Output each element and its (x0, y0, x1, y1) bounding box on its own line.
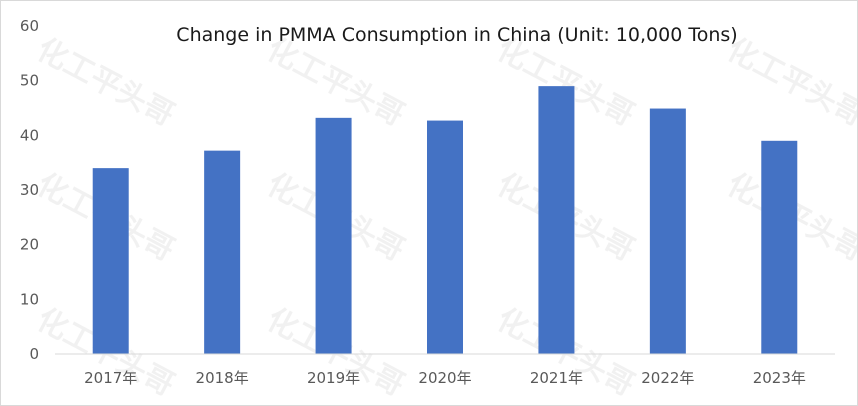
x-tick-label: 2022年 (641, 369, 694, 387)
x-tick-label: 2018年 (196, 369, 249, 387)
y-tick-label: 10 (20, 290, 39, 308)
bar (761, 140, 798, 354)
y-axis: 0 10 20 30 40 50 60 (20, 17, 39, 363)
bar (427, 120, 463, 354)
y-tick-label: 20 (20, 236, 39, 254)
chart-title: Change in PMMA Consumption in China (Uni… (176, 24, 737, 46)
x-tick-label: 2023年 (753, 369, 806, 387)
x-tick-label: 2017年 (84, 369, 137, 387)
y-tick-label: 50 (20, 72, 39, 90)
bar (315, 117, 352, 354)
x-tick-label: 2021年 (530, 369, 583, 387)
y-tick-label: 30 (20, 181, 39, 199)
y-tick-label: 0 (29, 345, 39, 363)
x-axis: 2017年 2018年 2019年 2020年 2021年 2022年 2023年 (84, 369, 806, 387)
bar (92, 168, 129, 354)
y-tick-label: 60 (20, 17, 39, 35)
bar (538, 86, 575, 354)
x-tick-label: 2019年 (307, 369, 360, 387)
bar (204, 150, 241, 354)
watermark-text: 化工平头哥 (721, 32, 857, 133)
watermark-text: 化工平头哥 (31, 32, 180, 133)
x-tick-label: 2020年 (418, 369, 471, 387)
bar-series (92, 86, 798, 355)
bar (649, 108, 686, 355)
y-tick-label: 40 (20, 126, 39, 144)
